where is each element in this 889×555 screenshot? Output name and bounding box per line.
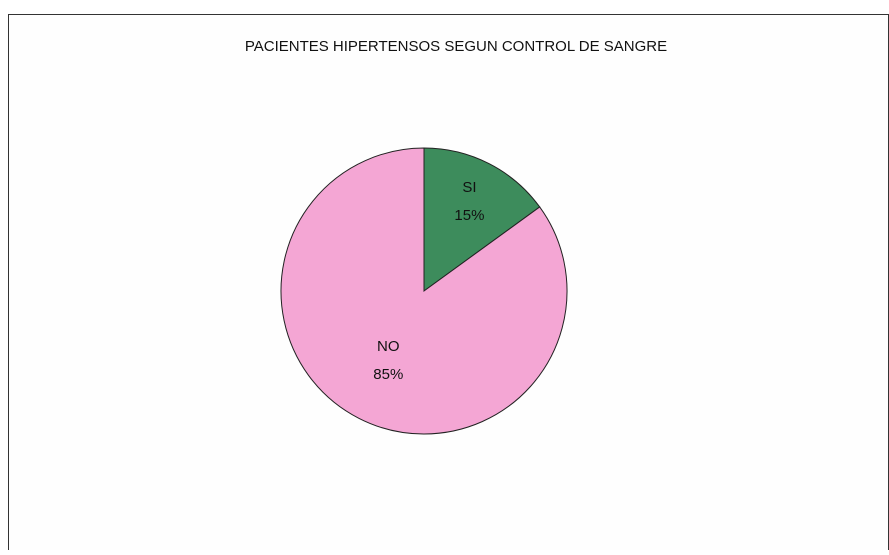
pie-slice [423, 147, 541, 292]
slice-value-label: 15% [454, 207, 484, 224]
slice-value-label: 85% [373, 366, 403, 383]
slice-category-label: NO [377, 338, 400, 355]
pie-slice [280, 147, 568, 435]
slice-category-label: SI [462, 179, 476, 196]
chart-title: PACIENTES HIPERTENSOS SEGUN CONTROL DE S… [245, 38, 667, 55]
